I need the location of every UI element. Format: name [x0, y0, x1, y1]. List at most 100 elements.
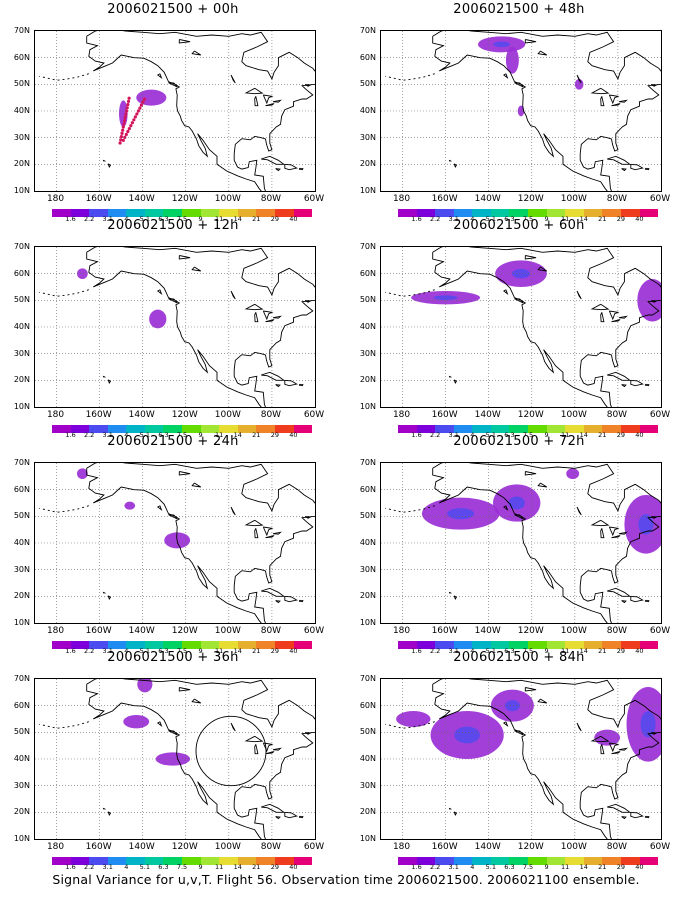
- colorbar-swatch: [435, 857, 454, 865]
- island-outline: [261, 371, 286, 381]
- colorbar-swatch: [256, 641, 275, 649]
- colorbar-tick-label: 14: [579, 647, 588, 655]
- colorbar-swatch: [528, 857, 547, 865]
- lon-label: 140W: [474, 626, 501, 636]
- colorbar-swatch: [490, 857, 510, 865]
- island-outline: [503, 73, 509, 79]
- colorbar-tick-label: 5.1: [485, 431, 497, 439]
- island-outline: [645, 815, 650, 819]
- colorbar: [52, 857, 313, 865]
- island-outline: [453, 379, 458, 384]
- colorbar-tick-label: 11: [215, 647, 224, 655]
- lat-label: 20N: [359, 591, 376, 601]
- colorbar-tick-label: 21: [598, 215, 607, 223]
- colorbar-swatch: [620, 641, 640, 649]
- colorbar-swatch: [274, 425, 294, 433]
- colorbar-swatch: [89, 857, 108, 865]
- colorbar-swatch: [107, 641, 127, 649]
- colorbar-swatch: [274, 209, 294, 217]
- colorbar-labels: 1.6 2.2 3.1 4 5.1 6.3 7.5 9 11 14 21 29 40: [398, 431, 658, 441]
- coastline: [432, 468, 608, 623]
- colorbar-tick-label: 11: [215, 431, 224, 439]
- island-outline: [621, 384, 627, 388]
- colorbar-swatch: [163, 857, 183, 865]
- lat-label: 10N: [359, 618, 376, 627]
- lake-outline: [537, 50, 548, 56]
- lake-outline: [178, 39, 191, 44]
- colorbar-swatch: [583, 641, 603, 649]
- lat-label: 10N: [359, 402, 376, 411]
- lat-label: 70N: [13, 458, 30, 467]
- colorbar-swatch: [453, 209, 473, 217]
- lat-label: 50N: [359, 727, 376, 737]
- island-outline: [102, 375, 107, 378]
- flight-track-dot: [136, 109, 140, 113]
- lat-label: 10N: [13, 834, 30, 843]
- colorbar-tick-label: 40: [635, 431, 644, 439]
- lat-label: 50N: [13, 511, 30, 521]
- colorbar-swatch: [274, 641, 294, 649]
- lat-label: 50N: [359, 295, 376, 305]
- lat-label: 60N: [359, 484, 376, 494]
- lake-outline: [191, 50, 202, 56]
- colorbar-tick-label: 9: [198, 647, 203, 655]
- island-outline: [503, 721, 509, 727]
- colorbar-swatch: [144, 209, 164, 217]
- lake-outline: [524, 471, 537, 476]
- island-outline: [299, 599, 304, 603]
- island-outline: [305, 300, 311, 303]
- colorbar-tick-label: 3.1: [448, 431, 459, 439]
- colorbar: [398, 641, 659, 649]
- island-outline: [168, 82, 178, 88]
- colorbar-swatch: [602, 641, 621, 649]
- colorbar-swatch: [274, 857, 294, 865]
- colorbar-swatch: [509, 857, 529, 865]
- lat-label: 30N: [13, 348, 30, 358]
- lake-outline: [618, 531, 628, 535]
- colorbar-tick-label: 3.1: [448, 215, 459, 223]
- lon-label: 100W: [214, 842, 241, 852]
- colorbar-tick-label: 7.5: [522, 431, 534, 439]
- colorbar-swatch: [620, 209, 640, 217]
- map-canvas: [381, 679, 661, 839]
- map-panel: 2006021500 + 72h 70N 60N 50N 40N 30N 20N 10N 180…: [346, 434, 692, 656]
- colorbar-swatch: [107, 209, 127, 217]
- lat-label: 20N: [13, 159, 30, 169]
- colorbar-swatch: [182, 209, 201, 217]
- colorbar-tick-label: 11: [215, 863, 224, 871]
- lon-label: 60W: [303, 194, 325, 204]
- lat-label: 50N: [13, 727, 30, 737]
- map-panel: 2006021500 + 36h 70N 60N 50N 40N 30N 20N 10N 180…: [0, 650, 346, 872]
- lat-label: 40N: [13, 754, 30, 763]
- colorbar-tick-label: 6.3: [158, 863, 169, 871]
- lon-label: 100W: [214, 626, 241, 636]
- colorbar-tick-label: 14: [233, 215, 242, 223]
- colorbar-swatch: [565, 425, 584, 433]
- lake-outline: [254, 744, 259, 755]
- lake-outline: [576, 74, 582, 84]
- variance-core: [640, 711, 656, 738]
- lake-outline: [244, 87, 264, 95]
- flight-track-dot: [120, 131, 124, 135]
- colorbar-swatch: [546, 857, 566, 865]
- island-outline: [503, 505, 509, 511]
- flight-track-dot: [141, 100, 145, 104]
- lake-outline: [524, 687, 537, 692]
- lon-label: 100W: [560, 842, 587, 852]
- lon-label: 160W: [85, 842, 112, 852]
- coastline: [86, 252, 262, 407]
- flight-track-dot: [135, 112, 139, 116]
- lat-label: 30N: [359, 780, 376, 790]
- lake-outline: [244, 519, 264, 527]
- lon-label: 160W: [85, 410, 112, 420]
- colorbar-swatch: [256, 857, 275, 865]
- colorbar-tick-label: 14: [233, 431, 242, 439]
- island-outline: [514, 730, 524, 736]
- lat-label: 10N: [13, 618, 30, 627]
- colorbar-swatch: [52, 209, 71, 217]
- colorbar-tick-label: 2.2: [429, 431, 441, 439]
- colorbar-tick-label: 7.5: [176, 863, 188, 871]
- island-outline: [453, 595, 458, 600]
- island-outline: [453, 811, 458, 816]
- colorbar-labels: 1.6 2.2 3.1 4 5.1 6.3 7.5 9 11 14 21 29 40: [52, 647, 312, 657]
